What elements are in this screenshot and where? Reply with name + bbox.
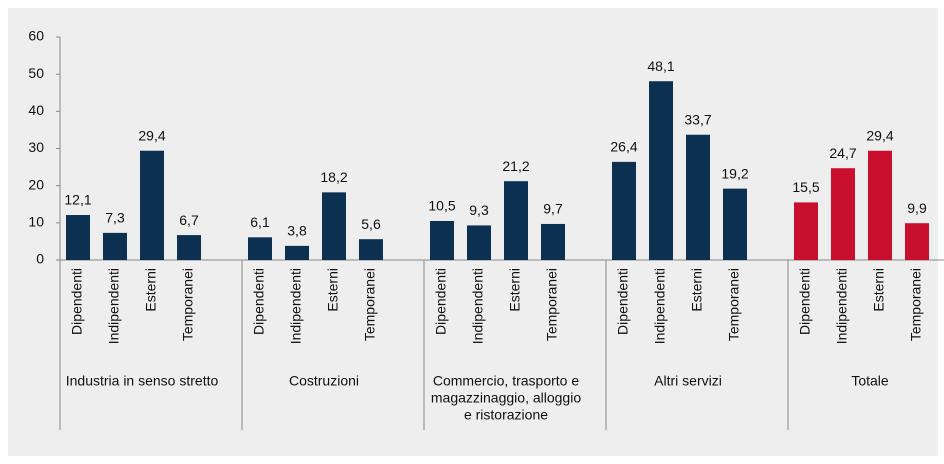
bar [248,237,272,260]
x-tick-label: Dipendenti [251,268,267,335]
x-tick-label: Indipendenti [106,268,122,344]
data-label: 9,9 [907,200,927,216]
bar [868,150,892,260]
data-label: 18,2 [320,169,347,185]
bar [177,235,201,260]
x-tick-label: Temporanei [544,268,560,341]
data-label: 26,4 [610,139,637,155]
group-label: magazzinaggio, alloggio [431,390,581,406]
x-tick-label: Esterni [871,268,887,312]
bar [66,215,90,260]
x-tick-label: Indipendenti [288,268,304,344]
y-tick-label: 30 [28,139,44,155]
x-tick-label: Indipendenti [470,268,486,344]
data-label: 3,8 [287,223,307,239]
data-label: 12,1 [64,192,91,208]
x-tick-label: Esterni [143,268,159,312]
data-label: 9,3 [469,202,489,218]
data-label: 24,7 [829,145,856,161]
data-label: 21,2 [502,158,529,174]
bar [322,192,346,260]
data-label: 19,2 [721,165,748,181]
data-label: 10,5 [428,198,455,214]
y-tick-label: 0 [36,251,44,267]
bar [467,225,491,260]
data-label: 6,1 [250,214,270,230]
bar [285,245,309,260]
x-tick-label: Esterni [507,268,523,312]
data-label: 7,3 [105,210,125,226]
data-label: 29,4 [866,127,893,143]
group-label: Commercio, trasporto e [433,373,579,389]
y-tick-label: 10 [28,214,44,230]
y-tick-label: 40 [28,102,44,118]
bar [794,202,818,260]
x-tick-label: Temporanei [726,268,742,341]
bar [504,181,528,260]
bar [140,150,164,260]
x-tick-label: Dipendenti [433,268,449,335]
x-tick-label: Esterni [325,268,341,312]
x-tick-label: Temporanei [362,268,378,341]
data-label: 5,6 [361,216,381,232]
x-tick-label: Dipendenti [797,268,813,335]
group-label: e ristorazione [464,407,548,423]
y-tick-label: 20 [28,176,44,192]
bar [905,223,929,260]
y-tick-label: 60 [28,28,44,44]
bar [541,223,565,260]
x-tick-label: Dipendenti [69,268,85,335]
bar [649,81,673,260]
x-tick-label: Dipendenti [615,268,631,335]
y-tick-label: 50 [28,65,44,81]
x-tick-label: Temporanei [908,268,924,341]
bar [723,188,747,260]
bar [430,220,454,260]
group-label: Altri servizi [654,373,722,389]
data-label: 15,5 [792,179,819,195]
bar [359,239,383,260]
x-tick-label: Indipendenti [652,268,668,344]
data-label: 9,7 [543,201,563,217]
data-label: 6,7 [179,212,199,228]
x-tick-label: Esterni [689,268,705,312]
data-label: 29,4 [138,127,165,143]
data-label: 48,1 [647,58,674,74]
bar [103,232,127,260]
group-label: Totale [851,373,889,389]
x-tick-label: Temporanei [180,268,196,341]
x-tick-label: Indipendenti [834,268,850,344]
group-label: Industria in senso stretto [66,373,219,389]
bar [831,168,855,260]
bar [612,161,636,260]
group-label: Costruzioni [289,373,359,389]
bar [686,134,710,260]
data-label: 33,7 [684,111,711,127]
